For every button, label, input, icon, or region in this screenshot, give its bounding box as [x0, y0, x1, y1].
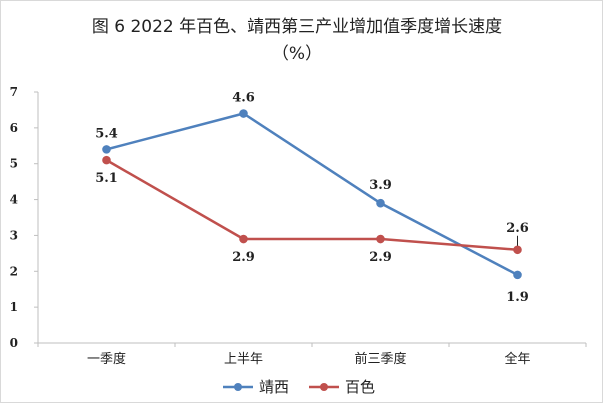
data-label: 5.1	[95, 171, 118, 186]
chart-axes: 0 1 2 3 4 5 6 7 一季度 上半年 前三季度 全年	[10, 85, 587, 367]
data-label: 2.9	[369, 250, 392, 265]
data-label: 3.9	[369, 178, 392, 193]
legend-label: 靖西	[259, 378, 289, 396]
y-tick-label: 1	[10, 300, 18, 314]
y-tick-label: 7	[10, 85, 18, 99]
x-tick-label: 上半年	[224, 352, 263, 367]
data-label: 2.9	[232, 250, 255, 265]
chart-legend: 靖西 百色	[223, 378, 375, 396]
data-point	[513, 245, 522, 255]
chart-title-line1: 图 6 2022 年百色、靖西第三产业增加值季度增长速度	[92, 17, 502, 37]
x-tick-label: 全年	[504, 351, 530, 367]
legend-swatch-marker	[320, 383, 328, 391]
chart-title-line2: （%）	[272, 44, 322, 64]
y-tick-label: 5	[10, 157, 18, 171]
x-tick-label: 一季度	[87, 351, 126, 367]
legend-label: 百色	[345, 378, 375, 396]
y-tick-label: 4	[10, 193, 18, 207]
chart-plot-area: 5.4 4.6 3.9 1.9 5.1 2.9 2.9 2.6	[95, 91, 529, 305]
legend-swatch-marker	[234, 383, 242, 391]
data-point	[376, 198, 385, 208]
data-label: 4.6	[232, 91, 255, 106]
y-tick-label: 6	[10, 121, 18, 135]
series-line-0	[106, 112, 519, 276]
y-tick-label: 2	[10, 264, 18, 278]
y-tick-label: 0	[10, 336, 18, 350]
data-point	[239, 234, 248, 244]
x-tick-label: 前三季度	[354, 351, 406, 367]
y-tick-label: 3	[10, 228, 18, 242]
data-label: 5.4	[95, 126, 118, 141]
data-point	[376, 234, 385, 244]
data-point	[102, 145, 111, 154]
data-label: 2.6	[506, 221, 529, 236]
data-point	[513, 270, 522, 280]
data-point	[102, 155, 111, 165]
data-label: 1.9	[506, 290, 529, 305]
data-point	[239, 109, 248, 118]
series-line-1	[105, 159, 518, 252]
